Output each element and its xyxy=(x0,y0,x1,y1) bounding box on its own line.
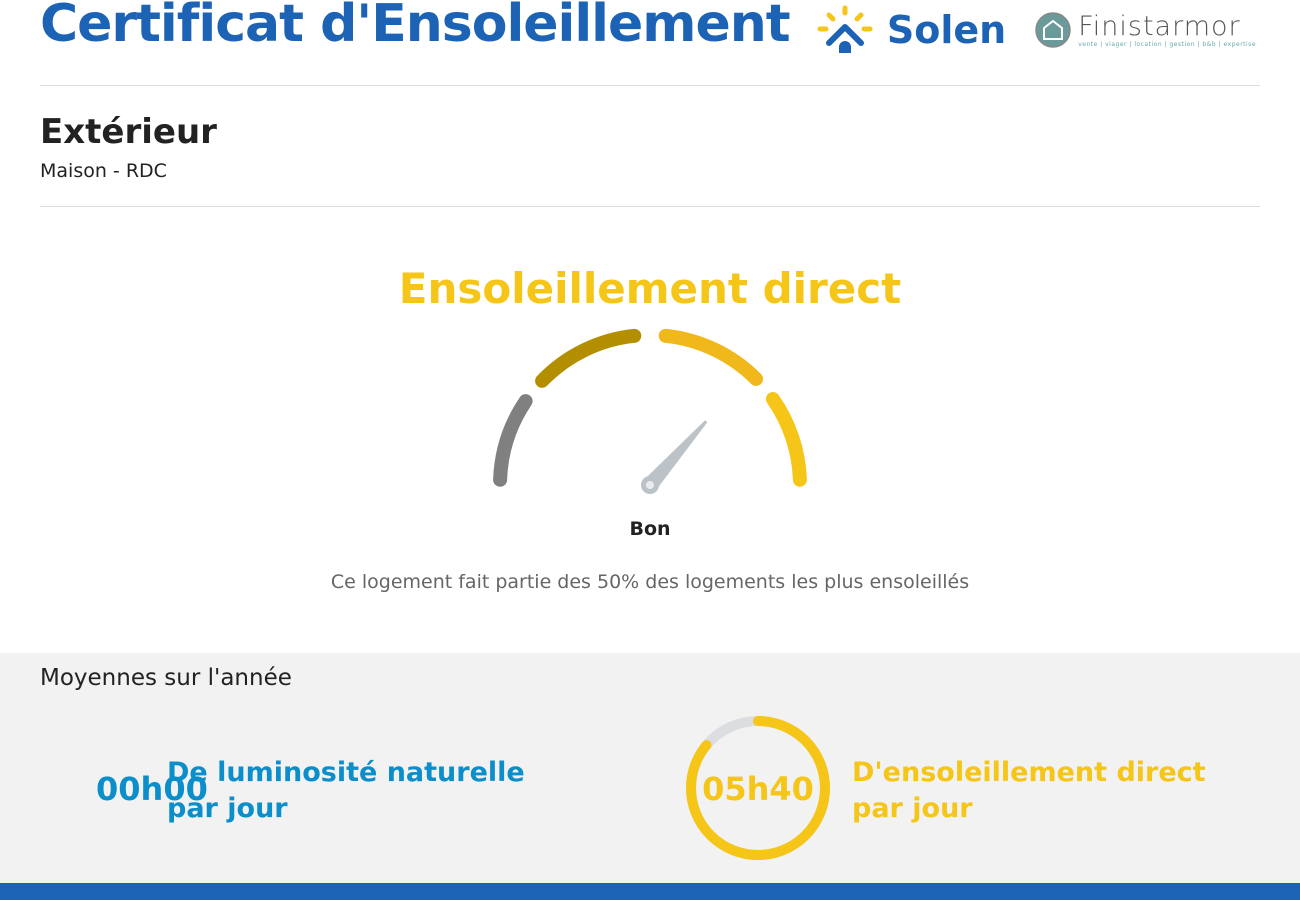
luminosity-value: 00h00 xyxy=(96,770,208,808)
sun-house-icon xyxy=(817,5,873,53)
sunshine-label: D'ensoleillement direct par jour xyxy=(852,757,1206,824)
gauge-description: Ce logement fait partie des 50% des loge… xyxy=(330,571,970,593)
gauge-rating: Bon xyxy=(629,518,671,540)
logos: Solen Finistarmor vente | viager | locati… xyxy=(817,0,1256,60)
divider xyxy=(40,206,1260,207)
page-title: Certificat d'Ensoleillement xyxy=(40,0,791,54)
gauge-segment xyxy=(535,328,642,388)
averages-title: Moyennes sur l'année xyxy=(40,665,292,691)
sunshine-ring xyxy=(686,716,830,860)
divider xyxy=(40,85,1260,86)
ring-fill xyxy=(686,716,830,860)
luminosity-label: De luminosité naturelle par jour xyxy=(167,757,525,824)
gauge-segment xyxy=(493,394,533,487)
room-subtitle: Maison - RDC xyxy=(40,160,167,182)
gauge-segment xyxy=(658,328,764,386)
sunshine-value: 05h40 xyxy=(702,770,814,808)
sunshine-gauge xyxy=(493,328,807,494)
gauge-needle xyxy=(643,420,708,491)
footer-bar xyxy=(0,883,1300,900)
finistarmor-logo: Finistarmor vente | viager | location | g… xyxy=(1034,11,1256,49)
house-circle-icon xyxy=(1035,12,1071,48)
gauge-segment xyxy=(765,391,807,487)
yearly-averages: Moyennes sur l'année 00h00 De luminosité… xyxy=(0,653,1300,883)
gauge-needle-hub-inner xyxy=(646,481,654,489)
room-name: Extérieur xyxy=(40,112,217,152)
solen-logo: Solen xyxy=(817,5,1006,55)
gauge-title: Ensoleillement direct xyxy=(398,264,902,313)
